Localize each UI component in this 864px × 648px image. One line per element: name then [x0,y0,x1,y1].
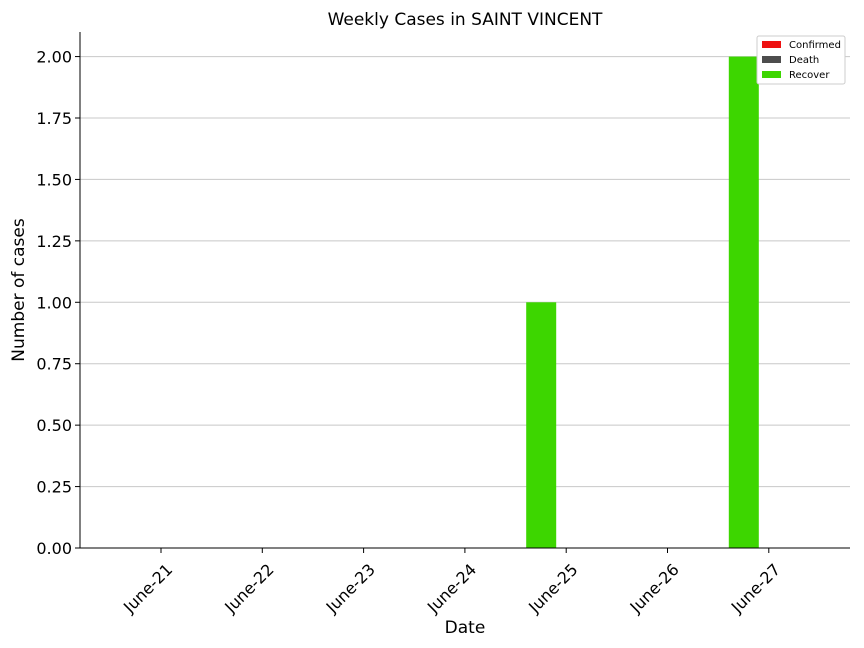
legend-swatch-confirmed [762,41,781,48]
bars [526,56,759,548]
x-tick-label: June-22 [220,560,277,617]
y-tick-label: 1.50 [36,170,72,189]
y-tick-label: 1.00 [36,293,72,312]
y-tick-label: 0.75 [36,355,72,374]
y-tick-label: 1.25 [36,232,72,251]
legend-swatch-recover [762,71,781,78]
y-axis-ticks: 0.00 0.25 0.50 0.75 1.00 1.25 1.50 1.75 2.00 [36,48,80,558]
y-tick-label: 1.75 [36,109,72,128]
x-tick-label: June-24 [423,560,480,617]
y-tick-label: 0.25 [36,478,72,497]
legend-label-recover: Recover [789,70,830,81]
gridlines [80,56,850,488]
bar-recover-june-25 [526,302,557,548]
x-tick-label: June-23 [322,560,379,617]
y-axis-label: Number of cases [9,218,29,362]
legend-swatch-death [762,56,781,63]
legend-label-death: Death [789,55,819,66]
x-tick-label: June-25 [524,560,581,617]
y-tick-label: 0.50 [36,416,72,435]
chart-title: Weekly Cases in SAINT VINCENT [328,10,603,30]
legend-label-confirmed: Confirmed [789,40,841,51]
x-tick-label: June-21 [119,560,176,617]
y-tick-label: 0.00 [36,539,72,558]
x-tick-label: June-26 [626,560,683,617]
x-axis-ticks: June-21 June-22 June-23 June-24 June-25 June-… [119,548,784,617]
y-tick-label: 2.00 [36,48,72,67]
x-axis-label: Date [445,618,486,638]
legend: Confirmed Death Recover [756,35,846,85]
bar-recover-june-27 [728,56,759,548]
x-tick-label: June-27 [727,560,784,617]
